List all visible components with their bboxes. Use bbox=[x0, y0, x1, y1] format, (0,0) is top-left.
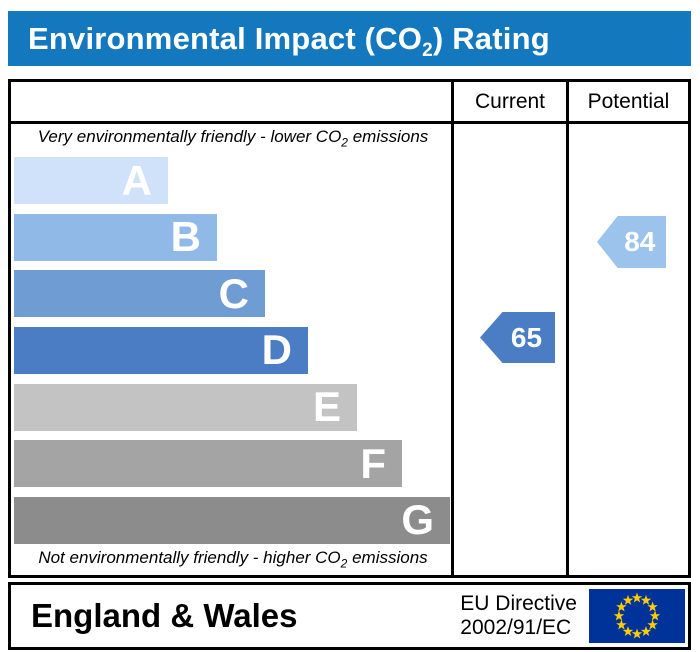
column-divider-left bbox=[451, 82, 454, 575]
title-co2-subscript: 2 bbox=[422, 39, 433, 61]
current-rating-arrow: 65 bbox=[480, 312, 555, 363]
page-title: Environmental Impact (CO2) Rating bbox=[28, 20, 550, 61]
band-bar-c: C bbox=[14, 269, 265, 318]
column-divider-right bbox=[566, 82, 569, 575]
band-letter: D bbox=[261, 326, 292, 374]
band-bar-b: B bbox=[14, 213, 217, 261]
potential-rating-value: 84 bbox=[624, 226, 656, 257]
eu-directive-line1: EU Directive bbox=[460, 591, 577, 615]
band-letter: B bbox=[170, 213, 201, 261]
band-letter: E bbox=[312, 383, 341, 431]
band-bar-d: D bbox=[14, 326, 308, 374]
band-bar-a: A bbox=[14, 157, 168, 204]
rating-bands: A B C D E F G bbox=[14, 157, 451, 544]
band-letter: C bbox=[218, 269, 249, 317]
potential-rating-arrow: 84 bbox=[597, 216, 666, 268]
eu-directive-label: EU Directive 2002/91/EC bbox=[460, 592, 577, 640]
bottom-note: Not environmentally friendly - higher CO… bbox=[38, 548, 428, 571]
band-bar-f: F bbox=[14, 439, 402, 488]
header-divider bbox=[11, 121, 688, 124]
region-label: England & Wales bbox=[31, 597, 298, 634]
band-letter: A bbox=[121, 156, 152, 204]
band-letter: F bbox=[360, 439, 386, 487]
band-bar-e: E bbox=[14, 383, 357, 431]
rating-table: Current Potential Very environmentally f… bbox=[8, 79, 691, 578]
current-rating-value: 65 bbox=[510, 321, 543, 353]
current-column-header: Current bbox=[474, 89, 546, 113]
footer: England & Wales EU Directive 2002/91/EC bbox=[8, 582, 691, 650]
band-letter: G bbox=[401, 496, 434, 544]
top-note: Very environmentally friendly - lower CO… bbox=[37, 127, 429, 150]
title-bar: Environmental Impact (CO2) Rating bbox=[8, 11, 691, 66]
eu-flag-icon bbox=[589, 589, 685, 643]
potential-column-header: Potential bbox=[587, 89, 670, 113]
band-bar-g: G bbox=[14, 496, 450, 544]
eu-directive-line2: 2002/91/EC bbox=[460, 616, 572, 639]
